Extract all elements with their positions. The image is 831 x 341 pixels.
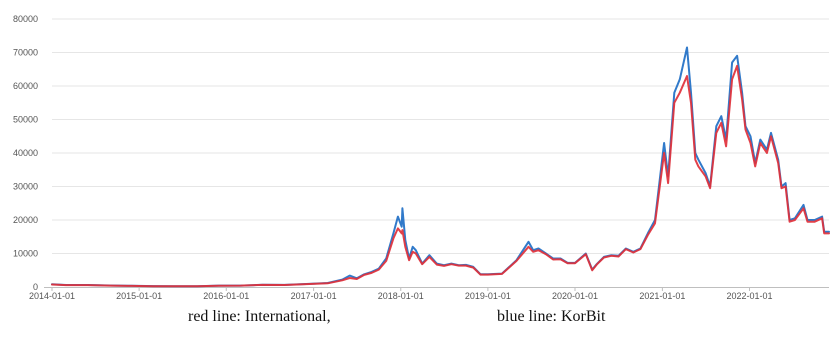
- x-tick-label-2019-01-01: 2019-01-01: [465, 291, 511, 301]
- line-chart: 0 10000 20000 30000 40000 50000 60000 70000 8000…: [13, 14, 830, 301]
- y-tick-label-40000: 40000: [13, 148, 38, 158]
- x-tick-label-2015-01-01: 2015-01-01: [116, 291, 162, 301]
- x-tick-label-2021-01-01: 2021-01-01: [639, 291, 685, 301]
- x-tick-label-2020-01-01: 2020-01-01: [552, 291, 598, 301]
- y-tick-label-60000: 60000: [13, 81, 38, 91]
- x-tick-label-2016-01-01: 2016-01-01: [203, 291, 249, 301]
- y-tick-label-0: 0: [33, 282, 38, 292]
- y-tick-label-20000: 20000: [13, 215, 38, 225]
- x-axis: 2014-01-01 2015-01-01 2016-01-01 2017-01-01…: [29, 287, 829, 301]
- series-line-international: [51, 64, 830, 288]
- y-axis: 0 10000 20000 30000 40000 50000 60000 70000 8000…: [13, 14, 38, 292]
- x-tick-label-2017-01-01: 2017-01-01: [291, 291, 337, 301]
- y-tick-label-30000: 30000: [13, 182, 38, 192]
- x-tick-label-2022-01-01: 2022-01-01: [726, 291, 772, 301]
- y-tick-label-10000: 10000: [13, 249, 38, 259]
- y-tick-label-70000: 70000: [13, 48, 38, 58]
- x-tick-label-2018-01-01: 2018-01-01: [378, 291, 424, 301]
- legend-international: red line: International,: [188, 308, 331, 325]
- series-lines: [51, 46, 830, 288]
- legend-korbit: blue line: KorBit: [497, 308, 606, 325]
- y-tick-label-80000: 80000: [13, 14, 38, 24]
- gridlines: [52, 18, 829, 254]
- y-tick-label-50000: 50000: [13, 115, 38, 125]
- x-tick-label-2014-01-01: 2014-01-01: [29, 291, 75, 301]
